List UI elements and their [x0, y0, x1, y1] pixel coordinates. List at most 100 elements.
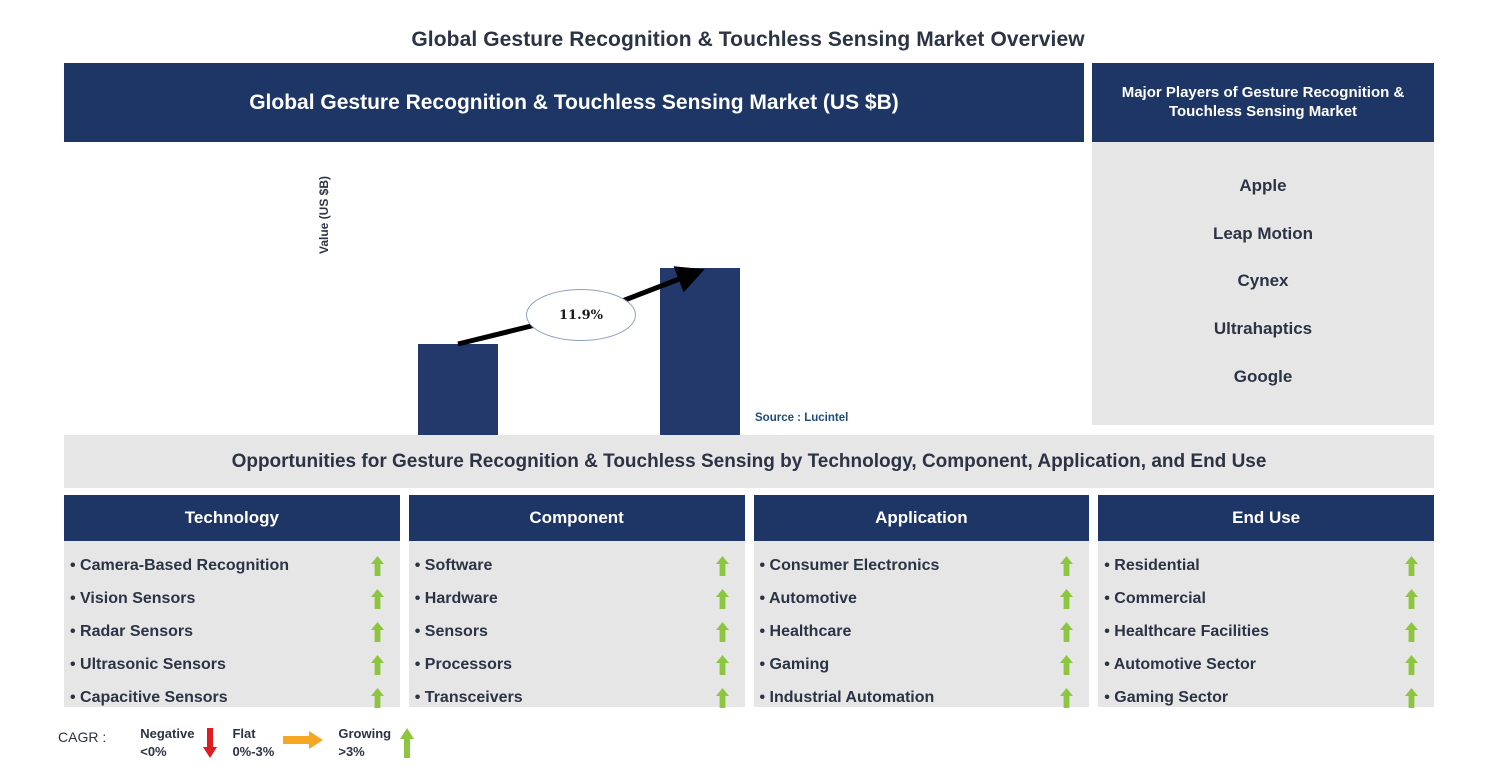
list-item: • Software [415, 549, 735, 582]
page-title: Global Gesture Recognition & Touchless S… [411, 28, 1085, 51]
list-item-label: • Ultrasonic Sensors [70, 655, 226, 673]
arrow-right-icon [283, 731, 324, 749]
legend-entry-flat: Flat 0%-3% [232, 725, 332, 760]
list-item-label: • Industrial Automation [759, 688, 935, 706]
cagr-callout: 11.9% [526, 289, 636, 341]
column-header-end-use: End Use [1098, 495, 1434, 541]
arrow-up-icon [370, 687, 384, 708]
list-item-label: • Automotive Sector [1104, 655, 1256, 673]
list-item-label: • Processors [414, 655, 512, 673]
arrow-up-icon [715, 621, 729, 642]
arrow-up-icon [1060, 621, 1074, 642]
legend-negative-name: Negative [140, 726, 195, 741]
column-header-technology: Technology [64, 495, 400, 541]
legend-growing-text: Growing >3% [338, 725, 391, 760]
list-item-label: • Gaming Sector [1104, 688, 1229, 706]
list-item: • Processors [415, 648, 735, 681]
list-item-label: • Automotive [759, 589, 857, 607]
list-item: • Healthcare [760, 615, 1080, 648]
list-item: Apple [1239, 175, 1287, 195]
list-item-label: • Transceivers [414, 688, 523, 706]
arrow-up-icon [1060, 588, 1074, 609]
arrow-up-icon [370, 654, 384, 675]
list-item: • Camera-Based Recognition [70, 549, 390, 582]
list-item: • Healthcare Facilities [1104, 615, 1424, 648]
column-body-application: • Consumer Electronics • Automotive • He… [753, 541, 1090, 708]
list-item: • Commercial [1104, 582, 1424, 615]
list-item-label: • Healthcare Facilities [1104, 622, 1270, 640]
arrow-down-icon [203, 728, 218, 758]
list-item: • Automotive Sector [1104, 648, 1424, 681]
list-item-label: • Hardware [414, 589, 498, 607]
list-item-label: • Sensors [414, 622, 488, 640]
arrow-up-icon [715, 588, 729, 609]
arrow-up-icon [715, 687, 729, 708]
list-item-label: • Residential [1104, 556, 1200, 574]
arrow-up-icon [715, 555, 729, 576]
list-item: Ultrahaptics [1213, 319, 1313, 339]
column-application: Application • Consumer Electronics • Aut… [753, 495, 1090, 708]
column-header-component: Component [408, 495, 745, 541]
source-label: Source : Lucintel [755, 412, 849, 424]
list-item: • Capacitive Sensors [70, 681, 390, 714]
legend-flat-name: Flat [232, 726, 256, 741]
opportunities-columns: Technology • Camera-Based Recognition • … [64, 495, 1434, 708]
column-body-technology: • Camera-Based Recognition • Vision Sens… [64, 541, 400, 708]
list-item-label: • Radar Sensors [70, 622, 193, 640]
bar-2031 [660, 268, 740, 451]
list-item-label: • Consumer Electronics [759, 556, 940, 574]
bar-2025 [418, 344, 498, 451]
y-axis-label: Value (US $B) [317, 175, 331, 254]
major-players-header: Major Players of Gesture Recognition & T… [1092, 63, 1434, 142]
list-item: • Consumer Electronics [760, 549, 1080, 582]
column-component: Component • Software • Hardware • Sensor… [408, 495, 745, 708]
legend-flat-text: Flat 0%-3% [232, 725, 274, 760]
list-item-label: • Camera-Based Recognition [70, 556, 289, 574]
market-chart-panel: Global Gesture Recognition & Touchless S… [64, 63, 1084, 476]
legend-negative-range: <0% [140, 743, 167, 759]
list-item: Google [1233, 367, 1293, 387]
list-item-label: • Capacitive Sensors [70, 688, 228, 706]
list-item-label: • Commercial [1104, 589, 1206, 607]
list-item-label: • Vision Sensors [70, 589, 196, 607]
arrow-up-icon [1405, 621, 1418, 642]
legend-negative-text: Negative <0% [140, 725, 194, 760]
list-item: • Automotive [760, 582, 1080, 615]
list-item: • Vision Sensors [70, 582, 390, 615]
list-item-label: • Software [414, 556, 493, 574]
list-item: • Hardware [415, 582, 735, 615]
legend-growing-name: Growing [338, 726, 392, 741]
column-body-component: • Software • Hardware • Sensors • Proces… [408, 541, 745, 708]
arrow-up-icon [1405, 654, 1418, 675]
arrow-up-icon [370, 621, 384, 642]
list-item-label: • Healthcare [759, 622, 852, 640]
list-item: • Gaming [760, 648, 1080, 681]
opportunities-band-title: Opportunities for Gesture Recognition & … [64, 435, 1434, 488]
list-item: Cynex [1237, 271, 1289, 291]
list-item-label: • Gaming [759, 655, 830, 673]
column-end-use: End Use • Residential • Commercial • Hea… [1098, 495, 1434, 708]
column-header-application: Application [753, 495, 1090, 541]
list-item: • Residential [1104, 549, 1424, 582]
list-item: • Sensors [415, 615, 735, 648]
major-players-list: Apple Leap Motion Cynex Ultrahaptics Goo… [1092, 142, 1434, 425]
arrow-up-icon [1060, 555, 1074, 576]
arrow-up-icon [1405, 687, 1418, 708]
list-item: • Radar Sensors [70, 615, 390, 648]
arrow-up-icon [1405, 555, 1418, 576]
arrow-up-icon [400, 728, 415, 758]
list-item: Leap Motion [1212, 223, 1314, 243]
legend-entry-growing: Growing >3% [338, 725, 423, 760]
arrow-up-icon [370, 588, 384, 609]
legend-entry-negative: Negative <0% [140, 725, 226, 760]
list-item: • Gaming Sector [1104, 681, 1424, 714]
arrow-up-icon [715, 654, 729, 675]
legend-growing-range: >3% [338, 743, 365, 759]
arrow-up-icon [370, 555, 384, 576]
cagr-legend-title: CAGR : [58, 729, 107, 745]
arrow-up-icon [1060, 687, 1074, 708]
list-item: • Transceivers [415, 681, 735, 714]
column-technology: Technology • Camera-Based Recognition • … [64, 495, 400, 708]
cagr-legend: CAGR : Negative <0% Flat 0%-3% Growing >… [58, 725, 429, 760]
arrow-up-icon [1060, 654, 1074, 675]
